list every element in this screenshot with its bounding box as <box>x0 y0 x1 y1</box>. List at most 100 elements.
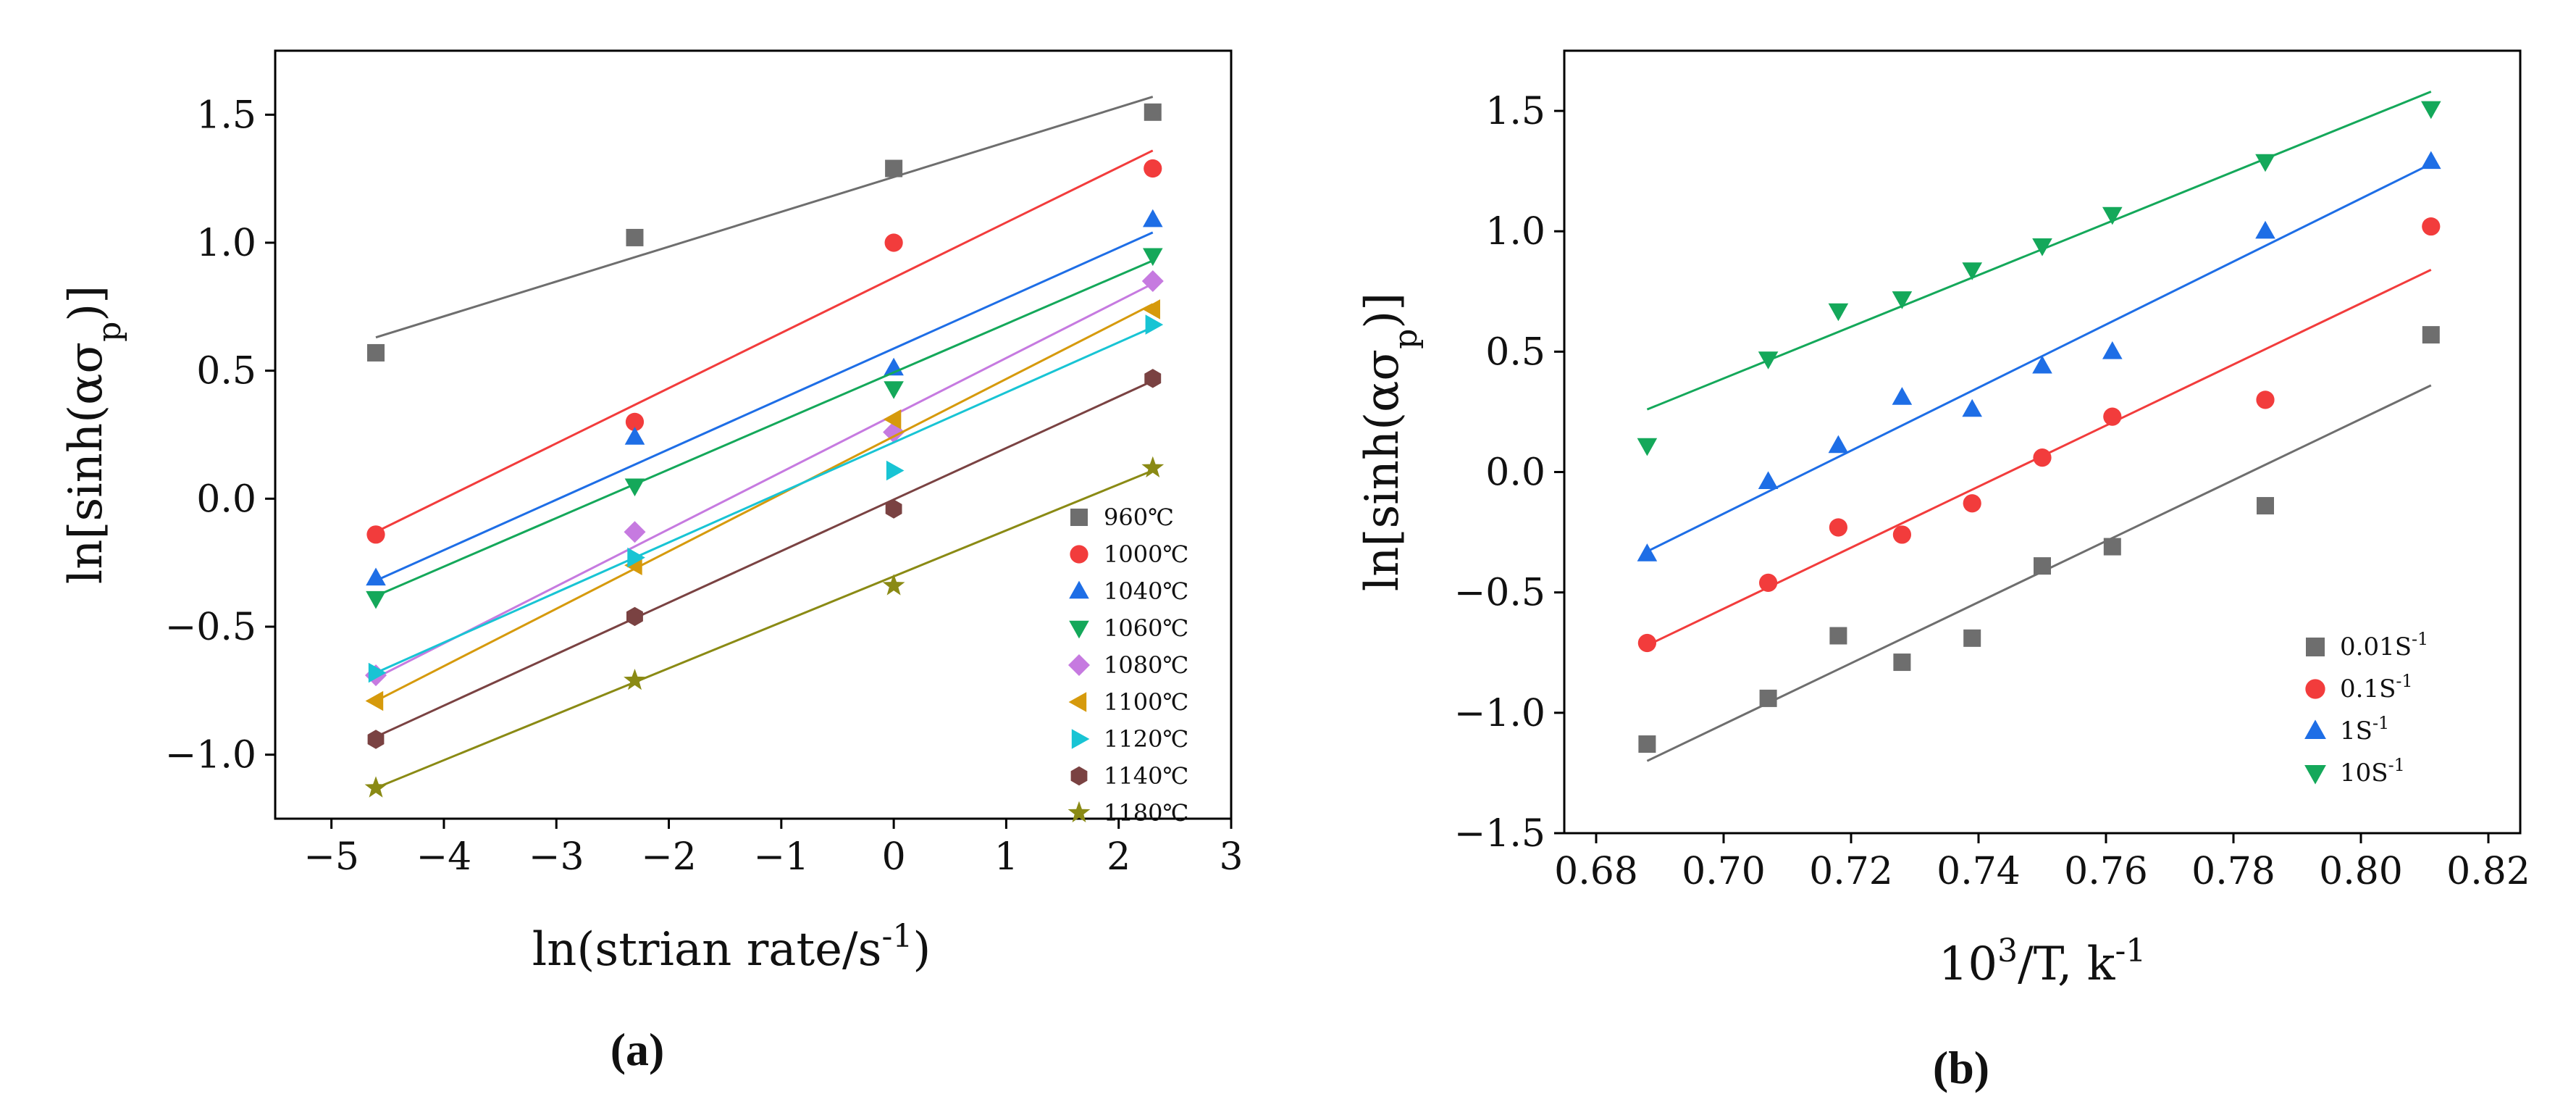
data-point <box>1758 351 1779 369</box>
legend-label: 1140℃ <box>1104 762 1188 790</box>
data-point <box>1637 633 1656 653</box>
x-tick-label: −1 <box>753 835 809 879</box>
series-a-2 <box>366 209 1163 586</box>
data-point <box>1828 303 1849 322</box>
legend-label: 1120℃ <box>1104 725 1188 753</box>
legend-marker <box>1068 692 1087 712</box>
fit-line <box>375 303 1154 702</box>
data-point <box>2032 238 2052 256</box>
series-a-8 <box>364 456 1165 798</box>
y-tick-label: 1.0 <box>1485 210 1545 254</box>
series-b-0 <box>1638 326 2440 762</box>
legend-marker <box>2306 638 2325 656</box>
data-point <box>884 381 904 399</box>
data-point <box>1143 209 1163 227</box>
fit-line <box>1646 91 2432 411</box>
chart-b: 0.68 0.70 0.72 0.74 0.76 0.78 0.80 0.82 −1.5 −1.0… <box>1356 49 2530 1093</box>
y-tick-label: −1.0 <box>1454 692 1545 735</box>
legend-label: 1080℃ <box>1104 651 1188 679</box>
series-a-6 <box>368 314 1164 683</box>
data-point <box>626 228 644 246</box>
data-point <box>2257 497 2274 515</box>
y-axis-title: ln[sinh(ασp)] <box>59 285 128 584</box>
legend-label: 1000℃ <box>1104 540 1188 568</box>
data-point <box>366 343 385 362</box>
data-point <box>366 590 386 609</box>
x-tick-label: 0.68 <box>1554 850 1638 893</box>
x-tick-label: 1 <box>994 835 1018 879</box>
fit-line <box>375 149 1154 533</box>
series-a-3 <box>366 248 1163 609</box>
data-point <box>625 412 645 431</box>
x-tick-label: 0 <box>882 835 906 879</box>
data-point <box>2103 538 2121 556</box>
data-point <box>1892 525 1911 544</box>
data-point <box>1144 369 1162 388</box>
data-point <box>367 730 385 749</box>
y-tick-label: −1.0 <box>165 734 256 777</box>
y-tick-label: 0.0 <box>1485 451 1545 495</box>
data-point <box>1638 735 1656 753</box>
x-tick-label: 0.74 <box>1937 850 2021 893</box>
legend-label: 1100℃ <box>1104 688 1188 716</box>
x-tick-label: 0.82 <box>2446 850 2530 893</box>
legend-label: 1040℃ <box>1104 577 1188 605</box>
data-point <box>626 606 643 627</box>
data-point <box>885 499 902 519</box>
fit-line <box>375 326 1154 674</box>
y-tick-label: 1.0 <box>196 222 256 265</box>
x-tick-label: −3 <box>529 835 584 879</box>
y-tick-label: 1.5 <box>1485 90 1545 133</box>
y-tick-label: −1.5 <box>1454 812 1545 856</box>
data-point <box>1141 270 1164 292</box>
legend: 0.01S-1 0.1S-1 1S-1 10S-1 <box>2304 629 2428 788</box>
data-point <box>624 669 646 690</box>
y-tick-label: 0.5 <box>1485 330 1545 374</box>
panel-label: (b) <box>1933 1042 1989 1093</box>
data-point <box>2102 206 2123 225</box>
data-point <box>1963 494 1981 513</box>
data-point <box>1829 518 1847 537</box>
x-axis-title: 103/T, k-1 <box>1939 932 2147 992</box>
data-point <box>1637 543 1658 561</box>
legend-marker <box>2305 679 2325 699</box>
data-point <box>2255 220 2275 239</box>
legend-marker <box>1070 509 1088 526</box>
legend-marker <box>2304 765 2326 785</box>
data-point <box>1144 103 1162 121</box>
data-point <box>627 547 645 568</box>
x-tick-label: 0.70 <box>1682 850 1766 893</box>
data-point <box>2421 151 2441 170</box>
legend-marker <box>1069 580 1089 599</box>
chart-a: −5 −4 −3 −2 −1 0 1 2 3 −1.0 −0.5 0.0 0.5 1.0 1.5 960℃ 10… <box>59 49 1243 1075</box>
legend-label: 10S-1 <box>2340 755 2405 788</box>
data-point <box>1892 291 1913 309</box>
data-point <box>1141 456 1165 477</box>
legend-marker <box>1068 654 1090 676</box>
data-point <box>624 427 645 445</box>
data-point <box>368 662 387 683</box>
data-point <box>364 776 387 798</box>
y-tick-label: 1.5 <box>196 93 256 137</box>
series-b-1 <box>1637 217 2441 653</box>
data-point <box>1759 689 1777 707</box>
data-point <box>1145 314 1164 335</box>
x-axis-title: ln(strian rate/s-1) <box>532 918 931 977</box>
data-point <box>1637 438 1658 456</box>
data-point <box>624 521 646 543</box>
legend-label: 1060℃ <box>1104 614 1188 642</box>
legend: 960℃ 1000℃ 1040℃ 1060℃ 1080℃ 1100℃ 1120℃ 1140℃ 1… <box>1067 504 1188 827</box>
data-point <box>366 567 386 586</box>
fit-line <box>375 283 1154 680</box>
data-point <box>1829 627 1847 645</box>
data-point <box>2032 355 2052 374</box>
data-point <box>883 409 902 430</box>
fit-line <box>375 380 1154 738</box>
plot-frame <box>274 49 1233 820</box>
data-point <box>884 233 903 252</box>
fit-line <box>375 469 1154 789</box>
data-point <box>2103 407 2122 426</box>
data-point <box>1144 159 1162 178</box>
x-tick-label: −4 <box>416 835 472 879</box>
x-tick-label: 0.78 <box>2191 850 2275 893</box>
